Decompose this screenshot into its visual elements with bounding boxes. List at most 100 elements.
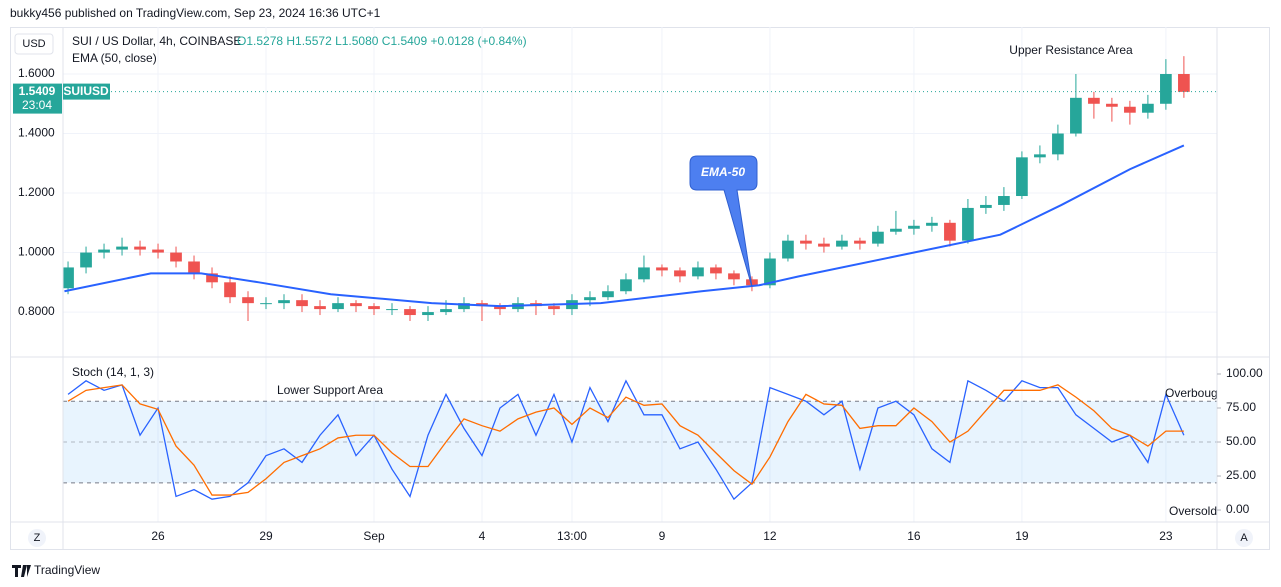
y-tick-label: 1.2000 [18,185,55,199]
chart-title: Stoch (14, 1, 3) [72,365,154,379]
candle-body [692,267,704,277]
candle-body [854,240,866,244]
candle-body [656,267,668,271]
y-tick-label: 25.00 [1226,468,1256,482]
ema-line [64,144,1185,308]
candle-body [170,252,182,262]
candle-body [188,261,200,274]
x-tick-label: 16 [907,529,921,543]
candle-body [1178,74,1190,92]
price-badge-label: 1.5409 [19,84,56,98]
x-tick-label: 29 [259,529,273,543]
y-tick-label: 1.4000 [18,126,55,140]
candle-body [620,279,632,292]
x-tick-label: 4 [479,529,486,543]
candle-body [1124,106,1136,113]
candle-body [926,222,938,226]
candle-body [206,273,218,283]
candle-body [98,249,110,253]
candle-body [404,309,416,316]
auto-label[interactable]: A [1240,532,1248,544]
y-tick-label: 50.00 [1226,434,1256,448]
candle-body [1016,157,1028,197]
candle-body [638,267,650,280]
candle-body [116,246,128,250]
stoch-line [67,384,1184,496]
symbol-label: SUIUSD [63,84,109,98]
candle-body [494,306,506,310]
ohlc-label: O1.5278 H1.5572 L1.5080 C1.5409 +0.0128 … [237,34,527,48]
x-tick-label: 12 [763,529,777,543]
candle-body [746,279,758,286]
annotation: Upper Resistance Area [1009,43,1133,57]
brand-name: TradingView [34,563,100,577]
annotation: Lower Support Area [277,383,383,397]
candle-body [422,312,434,316]
candle-body [782,240,794,259]
symbol-badge [63,83,110,100]
candle-body [1106,103,1118,107]
x-tick-label: 19 [1015,529,1029,543]
annotation: EMA-50 [701,165,745,179]
candle-body [440,309,452,313]
y-tick-label: 100.00 [1226,366,1263,380]
candle-body [584,297,596,301]
legend-entry: EMA (50, close) [72,51,157,65]
candle-body [1088,97,1100,104]
x-tick-label: Sep [363,529,385,543]
currency-button[interactable] [14,33,54,55]
candle-body [764,258,776,286]
y-tick-label: 75.00 [1226,400,1256,414]
y-tick-label: 1.6000 [18,66,55,80]
candle-body [1160,74,1172,104]
auto-button[interactable] [1235,529,1253,547]
candle-body [602,291,614,298]
y-tick-label: 1.0000 [18,245,55,259]
candle-body [674,270,686,277]
candle-body [386,309,398,311]
candle-body [134,246,146,250]
candle-body [63,267,74,289]
candle-body [908,225,920,229]
candle-body [548,306,560,310]
candle-body [998,196,1010,205]
x-tick-label: 13:00 [557,529,587,543]
brand-logo [12,565,31,577]
candle-body [1070,97,1082,134]
annotation: Oversold [1169,504,1217,518]
candle-body [1034,154,1046,158]
header-text: bukky456 published on TradingView.com, S… [10,6,381,20]
candle-body [962,207,974,241]
candle-body [152,249,164,253]
candle-body [944,222,956,241]
candle-body [1142,103,1154,113]
y-tick-label: 0.00 [1226,502,1250,516]
grid [63,27,1217,522]
y-tick-label: 0.8000 [18,304,55,318]
x-tick-label: 23 [1159,529,1173,543]
candle-body [710,267,722,274]
plot: Overbought Oversold [63,56,1217,518]
x-tick-label: 9 [659,529,666,543]
candle-body [368,306,380,310]
candle-body [350,303,362,307]
price-badge [13,83,62,114]
candle-body [260,303,272,305]
candle-body [836,240,848,247]
zoom-button[interactable] [28,529,46,547]
candle-body [890,228,902,232]
currency-label[interactable]: USD [22,38,45,50]
candle-body [80,252,92,268]
candle-body [800,240,812,244]
candle-body [980,204,992,208]
candle-body [314,306,326,310]
x-tick-label: 26 [151,529,165,543]
candle-body [872,231,884,244]
candle-body [728,273,740,280]
candle-body [278,300,290,304]
countdown-label: 23:04 [22,98,52,112]
zoom-label[interactable]: Z [34,532,41,544]
